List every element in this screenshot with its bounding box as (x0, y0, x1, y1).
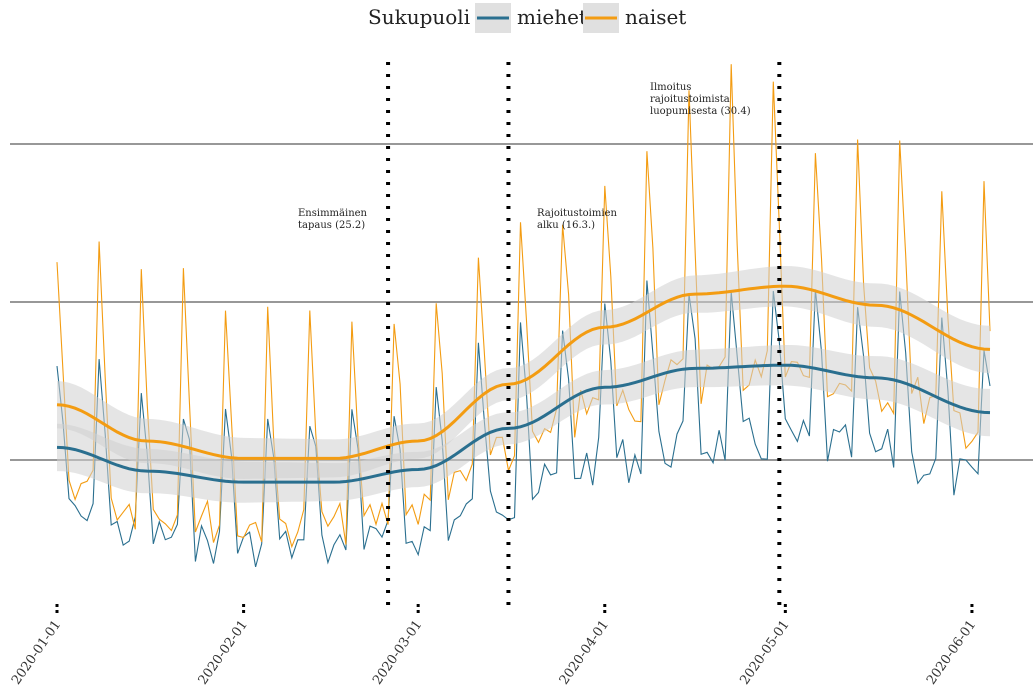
x-tick-label: 2020-01-01 (9, 618, 64, 688)
trend-line-miehet (56, 363, 991, 484)
event-label-line: alku (16.3.) (537, 220, 595, 231)
confidence-band-naiset (57, 266, 990, 479)
event-label-line: tapaus (25.2) (298, 220, 365, 231)
x-tick-label: 2020-02-01 (196, 618, 251, 688)
x-tick-label: 2020-04-01 (557, 618, 612, 688)
daily-line-miehet (56, 280, 991, 568)
x-tick-label: 2020-05-01 (737, 618, 792, 688)
event-markers: Ensimmäinen tapaus (25.2) Rajoitustoimien a… (298, 62, 782, 612)
event-label-line: Ensimmäinen (298, 208, 368, 219)
x-axis: 2020-01-01 2020-02-01 2020-03-01 2020-04-01… (9, 604, 979, 688)
event-label-1: Ensimmäinen tapaus (25.2) (298, 208, 368, 231)
legend-title: Sukupuoli (368, 5, 470, 29)
event-label-line: luopumisesta (30.4) (650, 106, 751, 117)
x-tick-label: 2020-03-01 (370, 618, 425, 688)
legend-label-miehet: miehet (517, 5, 587, 29)
event-label-line: Rajoitustoimien (537, 208, 617, 219)
legend-label-naiset: naiset (625, 5, 686, 29)
event-label-line: rajoitustoimista (650, 94, 730, 105)
event-label-3: Ilmoitus rajoitustoimista luopumisesta (30… (650, 82, 751, 117)
trend-line-naiset (56, 284, 991, 460)
confidence-band-miehet (57, 345, 990, 503)
event-label-2: Rajoitustoimien alku (16.3.) (537, 208, 617, 231)
smoothed-trends (56, 266, 991, 503)
event-label-line: Ilmoitus (650, 82, 691, 93)
x-tick-label: 2020-06-01 (924, 618, 979, 688)
legend: Sukupuoli miehet naiset (368, 3, 686, 33)
